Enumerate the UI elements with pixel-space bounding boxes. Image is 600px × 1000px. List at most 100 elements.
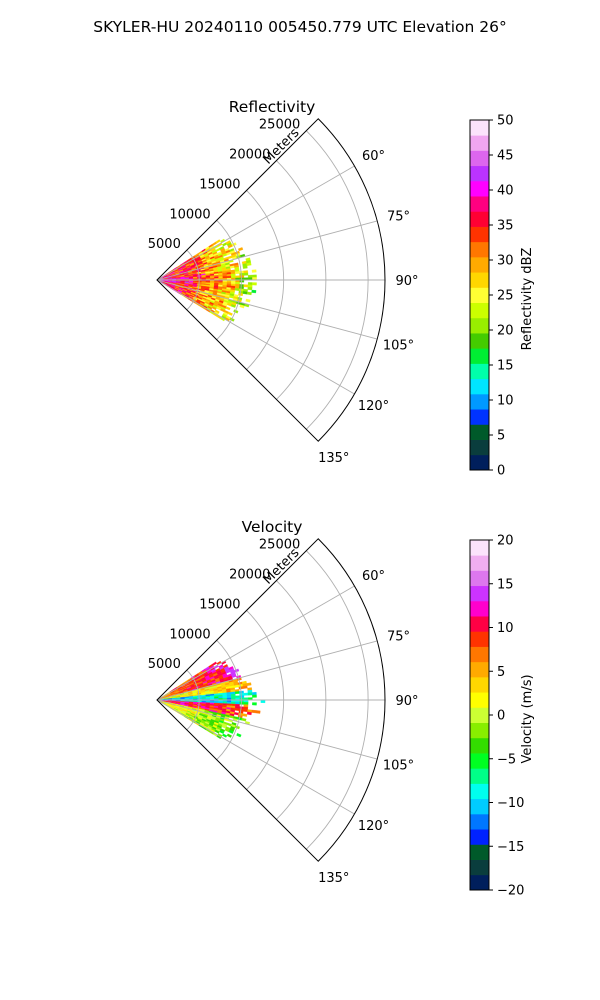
echo-cell [246,682,252,686]
echo-cell [222,276,228,279]
echo-cell [235,281,240,285]
colorbar-swatch [470,226,489,243]
azimuth-gridline [156,165,355,281]
colorbar-swatch [470,439,489,456]
azimuth-tick-label: 135° [318,871,349,886]
colorbar-swatch [470,363,489,380]
colorbar-swatch [470,348,489,364]
echo-cell [212,661,217,666]
colorbar-swatch [470,241,489,258]
echo-cell [252,694,257,698]
echo-cell [236,733,242,738]
echo-cell [238,247,244,252]
range-tick-label: 15000 [199,177,240,192]
echo-cell [245,298,251,303]
colorbar-swatch [470,692,489,708]
colorbar-tick-label: 45 [497,149,514,164]
colorbar-swatch [470,631,489,647]
echo-cell [218,696,223,699]
echo-cell [246,262,252,266]
colorbar-swatch [470,409,489,425]
colorbar-tick-label: 0 [497,464,505,479]
echo-cell [243,708,248,713]
echo-cell [234,691,240,694]
plot-title: Velocity [242,518,303,536]
echo-cell [252,274,257,278]
colorbar-swatch [470,211,489,227]
range-tick-label: 20000 [229,568,270,583]
colorbar-tick-label: −15 [497,840,524,855]
colorbar-swatch [470,180,489,197]
radar-echo-field [158,660,266,740]
colorbar-swatch [470,454,489,471]
colorbar-swatch [470,798,489,815]
echo-cell [246,711,252,716]
colorbar: 0 5 10 15 20 25 30 35 40 45 50 Reflectivity dBZ [469,114,535,479]
azimuth-gridline [156,640,378,701]
range-tick-label: 15000 [199,597,240,612]
azimuth-gridline [156,279,355,395]
echo-cell [251,709,257,714]
colorbar-swatch [470,555,489,571]
colorbar-tick-label: 20 [497,534,514,549]
colorbar-swatch [470,646,489,663]
echo-cell [235,695,240,699]
colorbar-swatch [470,165,489,182]
colorbar-swatch [470,600,489,617]
polar-axes-frame [156,118,386,442]
colorbar-swatch [470,737,489,754]
reflectivity-panel: Reflectivity 5000 10000 15000 20000 25000 60° 7… [148,98,535,479]
plot-title: Reflectivity [229,98,316,116]
colorbar-swatch [470,272,489,288]
echo-cell [251,269,257,273]
echo-cell [242,265,248,269]
echo-cell [243,702,249,705]
colorbar-swatch [470,661,489,678]
colorbar-tick-label: 0 [497,709,505,724]
velocity-panel: Velocity 5000 10000 15000 20000 25000 60° 75° 90… [148,518,535,899]
azimuth-gridline [156,279,378,340]
colorbar-tick-label: 10 [497,621,514,636]
colorbar-tick-label: 20 [497,324,514,339]
echo-cell [241,717,247,722]
colorbar-swatch [470,256,489,273]
colorbar-swatch [470,616,489,632]
range-tick-label: 25000 [259,118,300,133]
colorbar-tick-label: 30 [497,254,514,269]
echo-cell [228,729,234,734]
echo-cell [230,693,236,697]
colorbar-swatch [470,196,489,212]
colorbar-label: Velocity (m/s) [520,674,535,763]
azimuth-tick-label: 75° [387,209,410,224]
azimuth-tick-label: 60° [362,569,385,584]
echo-cell [214,276,219,279]
colorbar-swatch [470,844,489,860]
range-tick-label: 10000 [169,627,210,642]
colorbar: −20 −15 −10 −5 0 5 10 15 20 Velocity (m/s) [469,534,535,899]
colorbar-swatch [470,393,489,410]
echo-cell [227,255,233,260]
colorbar-swatch [470,378,489,395]
colorbar-tick-label: 40 [497,184,514,199]
range-tick-label: 10000 [169,207,210,222]
azimuth-tick-label: 105° [383,759,414,774]
echo-cell [222,696,228,699]
colorbar-swatch [470,302,489,319]
colorbar-swatch [470,570,489,587]
colorbar-swatch [470,287,489,304]
azimuth-gridline [156,585,355,701]
echo-cell [252,702,257,706]
colorbar-swatch [470,676,489,693]
echo-cell [243,692,249,696]
colorbar-swatch [470,753,489,769]
echo-cell [225,306,231,311]
echo-cell [242,713,248,717]
echo-cell [255,710,261,714]
echo-cell [234,271,240,274]
azimuth-tick-label: 90° [395,274,418,289]
azimuth-gridline [156,220,378,281]
colorbar-swatch [470,317,489,334]
range-tick-label: 25000 [259,538,300,553]
figure-suptitle: SKYLER-HU 20240110 005450.779 UTC Elevat… [93,18,507,36]
echo-cell [243,272,249,276]
